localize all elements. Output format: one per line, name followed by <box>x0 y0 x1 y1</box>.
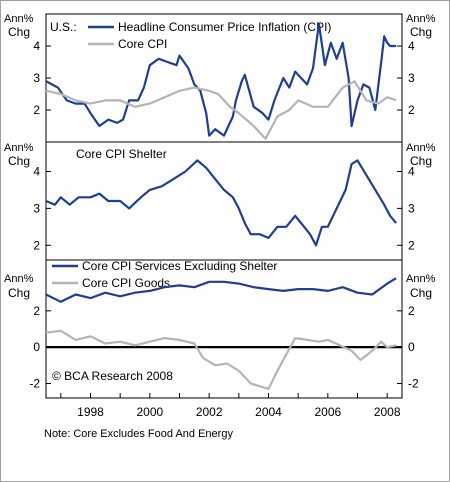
panel-2-unit-left-top: Ann% <box>4 142 34 154</box>
legend-core-cpi-shelter: Core CPI Shelter <box>76 147 167 161</box>
panel-3-unit-left-bottom: Chg <box>8 286 30 300</box>
x-tick-label: 2006 <box>314 405 341 419</box>
x-axis: 1998 2000 2002 2004 2006 2008 <box>60 393 401 419</box>
series-core-cpi-services-excluding-shelter <box>45 277 397 303</box>
y-tick-label-left: 2 <box>33 103 40 117</box>
panel-2-unit-left-bottom: Chg <box>8 154 30 168</box>
x-tick-label: 2008 <box>374 405 401 419</box>
y-tick-label-left: -2 <box>29 376 40 390</box>
y-tick-label-right: 2 <box>408 103 415 117</box>
y-tick-label-right: -2 <box>408 376 419 390</box>
panel-2-ticks: 2 2 3 3 4 4 <box>33 165 415 253</box>
copyright: © BCA Research 2008 <box>52 369 173 383</box>
x-tick-label: 2000 <box>136 405 163 419</box>
legend-headline-cpi: Headline Consumer Price Inflation (CPI) <box>118 20 331 34</box>
y-tick-label-left: 3 <box>33 71 40 85</box>
panel-1-unit-left-top: Ann% <box>4 13 34 25</box>
panel-3-frame <box>45 259 403 399</box>
legend-core-cpi-goods: Core CPI Goods <box>82 276 170 290</box>
panel-2-unit-right-bottom: Chg <box>410 154 432 168</box>
y-tick-label-left: 4 <box>33 165 40 179</box>
panel-3-series <box>45 277 397 390</box>
y-tick-label-left: 2 <box>33 304 40 318</box>
panel-1-unit-right-top: Ann% <box>406 13 436 25</box>
y-tick-label-left: 2 <box>33 238 40 252</box>
y-tick-label-left: 0 <box>33 340 40 354</box>
series-core-cpi <box>45 80 397 140</box>
x-tick-label: 2002 <box>196 405 223 419</box>
y-tick-label-right: 3 <box>408 201 415 215</box>
series-headline-consumer-price-inflation-cpi <box>45 22 397 137</box>
y-tick-label-left: 3 <box>33 201 40 215</box>
y-tick-label-right: 4 <box>408 39 415 53</box>
series-core-cpi-shelter <box>45 159 397 247</box>
panel-1-ticks: 2 2 3 3 4 4 <box>33 39 415 117</box>
panel-1-unit-right-bottom: Chg <box>410 25 432 39</box>
y-tick-label-right: 4 <box>408 165 415 179</box>
y-tick-label-right: 2 <box>408 238 415 252</box>
series-core-cpi-goods <box>45 329 397 390</box>
y-tick-label-right: 0 <box>408 340 415 354</box>
panel-1-unit-left-bottom: Chg <box>8 25 30 39</box>
legend-core-cpi: Core CPI <box>118 37 167 51</box>
x-tick-label: 2004 <box>255 405 282 419</box>
panel-3-unit-right-bottom: Chg <box>410 286 432 300</box>
panel-2-series <box>45 159 397 247</box>
panel-1-series <box>45 22 397 140</box>
panel-3-unit-left-top: Ann% <box>4 273 34 285</box>
x-tick-label: 1998 <box>77 405 104 419</box>
panel-3-unit-right-top: Ann% <box>406 273 436 285</box>
legend-services-ex-shelter: Core CPI Services Excluding Shelter <box>82 259 277 273</box>
y-tick-label-left: 4 <box>33 39 40 53</box>
y-tick-label-right: 3 <box>408 71 415 85</box>
panel-1-label-prefix: U.S.: <box>50 20 77 34</box>
note: Note: Core Excludes Food And Energy <box>44 428 233 440</box>
y-tick-label-right: 2 <box>408 304 415 318</box>
panel-2-unit-right-top: Ann% <box>406 142 436 154</box>
